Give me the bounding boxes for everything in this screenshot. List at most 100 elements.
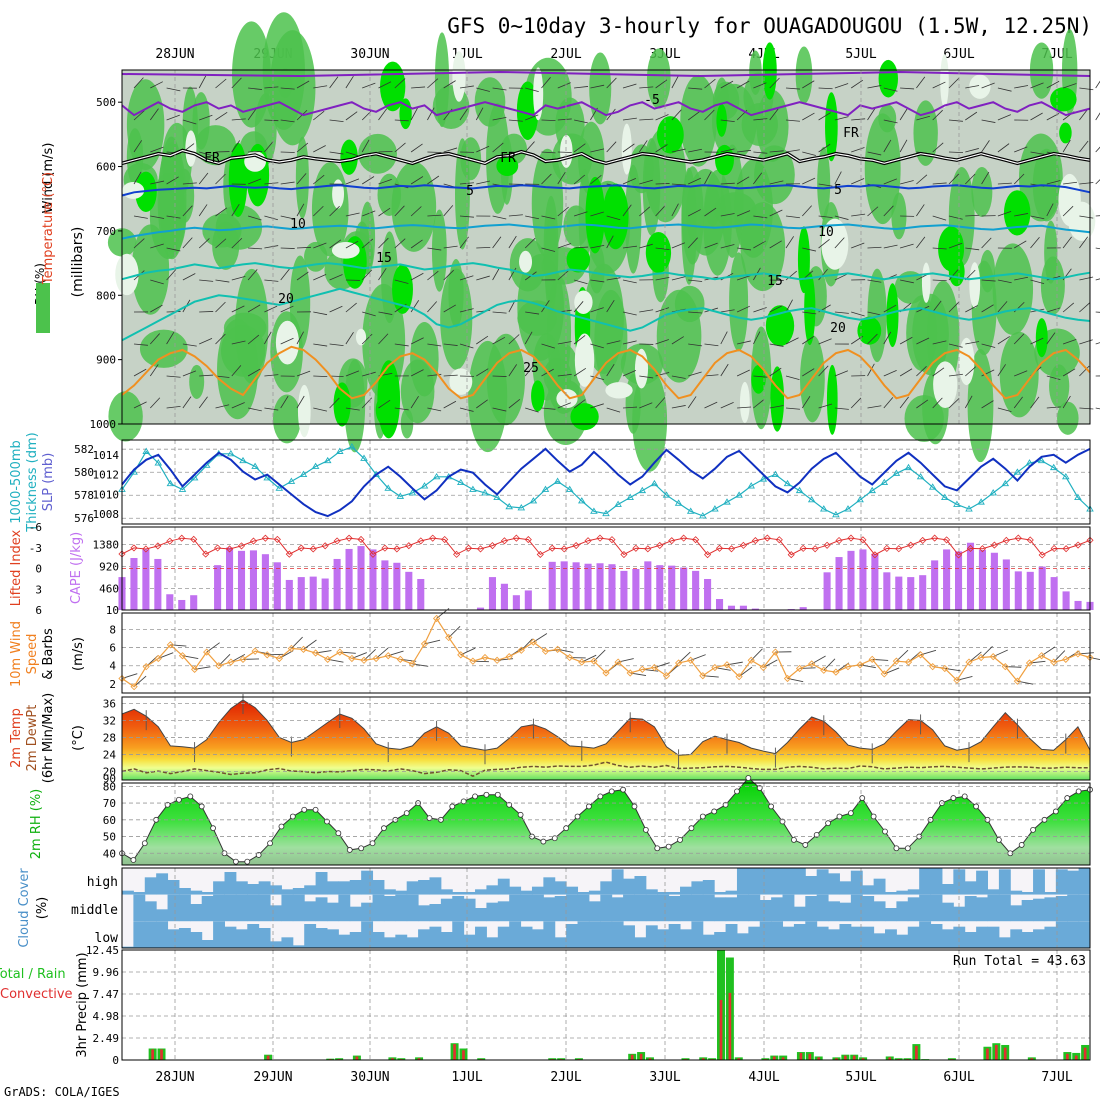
wind-barb xyxy=(900,279,914,284)
slp-tick: 1010 xyxy=(93,488,120,501)
wind-barb xyxy=(769,305,783,313)
wind-barb xyxy=(459,275,474,281)
wind-barb xyxy=(476,399,488,409)
wind-point xyxy=(529,638,538,646)
day-label-bottom: 1JUL xyxy=(451,1070,482,1085)
isotherm-label: -5 xyxy=(644,93,660,108)
wind-barb xyxy=(345,370,360,377)
isotherm-upper xyxy=(121,70,1091,78)
wind-barb xyxy=(1079,182,1094,185)
wind-barb xyxy=(981,400,994,409)
wind-point xyxy=(420,640,429,648)
wind-barb xyxy=(182,370,197,377)
rh-blob xyxy=(126,128,144,186)
cape-bar xyxy=(417,578,425,610)
wind-barb xyxy=(345,240,359,249)
cloud-bar-middle xyxy=(1021,900,1034,922)
wind-barb xyxy=(296,142,309,153)
precip-tick: 9.96 xyxy=(93,966,120,979)
wind-barb xyxy=(557,243,572,249)
cloud-bar-low xyxy=(1044,926,1057,948)
cloud-bar-high xyxy=(247,884,260,895)
wind-barb xyxy=(1014,276,1028,281)
isotherm-label: FR xyxy=(204,151,220,166)
wind-barb xyxy=(182,396,192,409)
day-label-bottom: 7JUL xyxy=(1041,1070,1072,1085)
cape-bar xyxy=(357,546,365,610)
credit: GrADS: COLA/IGES xyxy=(4,1085,120,1099)
cloud-bar-middle xyxy=(338,894,351,922)
cloud-bar-middle xyxy=(361,902,374,922)
cape-bar xyxy=(835,557,843,610)
wind-barb xyxy=(345,111,358,121)
wind-barb xyxy=(133,238,145,249)
wind-barb xyxy=(133,675,147,687)
rh-point xyxy=(267,840,273,847)
wind-barb xyxy=(166,269,177,281)
wind-barb xyxy=(671,109,682,121)
cloud-bar-middle xyxy=(1010,905,1023,922)
wind-barb xyxy=(606,215,621,221)
wind-barb xyxy=(867,405,882,409)
wind-barb xyxy=(1041,646,1056,657)
wind-barb xyxy=(737,406,752,409)
rh-core-blob xyxy=(516,81,539,140)
wind-barb xyxy=(313,407,328,412)
slp-line xyxy=(121,447,1091,518)
wind-barb xyxy=(948,242,963,249)
wind-point xyxy=(965,658,973,666)
temp-panel: 20 24 28 32 36 90 2m Temp 2m DewPt (6hr Min/Max)… xyxy=(9,693,1091,786)
cape-bar xyxy=(859,549,867,610)
wind-barb xyxy=(1079,407,1094,410)
wind-barb xyxy=(508,398,521,409)
wind-barb xyxy=(883,304,897,313)
precip-conv-bar xyxy=(266,1055,270,1060)
wind-barb xyxy=(329,151,344,155)
temp-line xyxy=(121,699,1091,756)
day-label-bottom: 6JUL xyxy=(943,1070,974,1085)
cape-axis-label: CAPE (J/kg) xyxy=(69,532,84,604)
cape-bar xyxy=(871,553,879,610)
rh-point xyxy=(187,793,194,800)
wind-barb xyxy=(291,636,303,649)
dry-blob xyxy=(940,54,949,108)
wind-barb xyxy=(769,77,780,89)
wind-barb xyxy=(769,150,784,153)
rh-blob xyxy=(714,192,757,229)
thickness-point xyxy=(420,482,429,489)
cloud-bar-low xyxy=(463,934,476,948)
wind-barb xyxy=(834,171,842,185)
y-tick-label: 500 xyxy=(96,96,116,109)
cape-bar xyxy=(692,570,700,610)
wind-barb xyxy=(410,395,419,409)
wind-barb xyxy=(981,304,994,313)
cloud-bar-middle xyxy=(486,902,499,922)
wind-barb xyxy=(916,76,926,89)
wind-barb xyxy=(688,371,702,377)
wind-barb xyxy=(166,176,179,185)
cape-bar xyxy=(1026,571,1034,610)
isotherm-label: FR xyxy=(843,126,859,141)
wind-barb xyxy=(313,311,328,316)
cloud-bar-high xyxy=(1078,868,1091,895)
isotherm-label: 10 xyxy=(290,217,306,232)
wind-barb xyxy=(1013,333,1025,345)
cloud-bar-low xyxy=(281,937,294,948)
cloud-bar-high xyxy=(258,881,271,895)
wind-barb xyxy=(150,81,163,89)
slp-tick: 1012 xyxy=(93,469,120,482)
cloud-bar-middle xyxy=(554,896,567,922)
cloud-bar-low xyxy=(406,937,419,948)
precip-conv-bar xyxy=(728,992,732,1060)
wind-point xyxy=(517,646,525,654)
cloud-bar-low xyxy=(486,937,499,948)
precip-conv-bar xyxy=(772,1056,776,1060)
rh-point xyxy=(859,795,866,801)
li-point xyxy=(859,536,867,544)
precip-conv-bar xyxy=(1003,1047,1007,1060)
wind-point xyxy=(251,647,259,655)
li-point xyxy=(202,550,210,558)
rh-core-blob xyxy=(1059,122,1072,144)
wind-barb xyxy=(1062,368,1076,377)
wind-barb xyxy=(363,648,376,661)
